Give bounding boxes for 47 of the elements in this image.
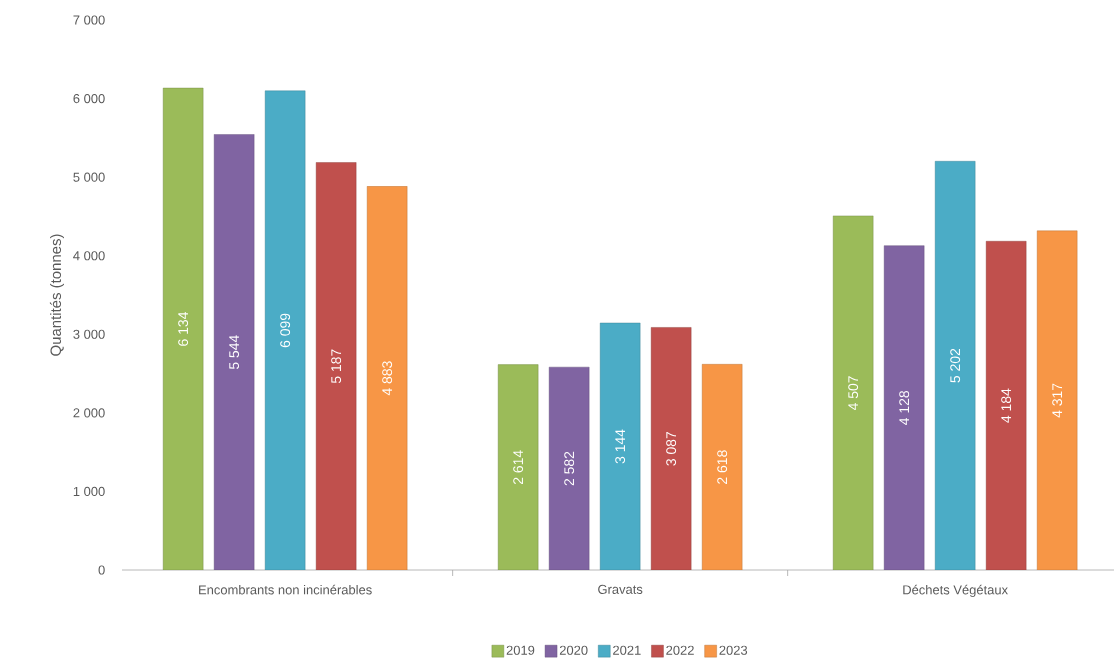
legend-label: 2019 — [506, 645, 535, 655]
bar — [1036, 230, 1078, 570]
bar — [934, 161, 976, 570]
data-label: 4 128 — [899, 391, 910, 425]
y-tick-label: 6 000 — [73, 93, 105, 104]
y-tick-label: 1 000 — [73, 486, 105, 497]
y-tick-label: 2 000 — [73, 408, 105, 418]
legend-label: 2020 — [559, 645, 588, 655]
bar — [650, 327, 692, 570]
data-label: 5 187 — [331, 349, 342, 384]
bar — [883, 245, 925, 570]
data-label: 3 144 — [615, 429, 626, 464]
y-tick-label: 0 — [98, 565, 105, 575]
legend-label: 2022 — [666, 645, 694, 655]
data-label: 2 618 — [717, 450, 728, 484]
legend-label: 2023 — [719, 645, 748, 655]
bar — [162, 87, 204, 570]
bar — [315, 162, 357, 570]
bar — [366, 186, 408, 570]
y-tick-label: 4 000 — [73, 251, 105, 261]
data-label: 4 883 — [382, 361, 393, 396]
data-label: 6 134 — [178, 312, 189, 346]
bar — [832, 215, 874, 570]
bar — [213, 134, 255, 570]
x-tick-label: Encombrants non incinérables — [199, 584, 372, 595]
x-tick-label: Déchets Végétaux — [903, 584, 1008, 597]
data-label: 5 202 — [950, 348, 961, 383]
y-tick-label: 5 000 — [73, 172, 105, 182]
data-label: 3 087 — [666, 431, 677, 466]
bar — [599, 322, 641, 570]
data-label: 2 614 — [513, 450, 524, 485]
data-label: 5 544 — [229, 335, 240, 370]
bar — [701, 364, 743, 570]
y-axis-title: Quantités (tonnes) — [49, 234, 64, 356]
data-label: 4 317 — [1052, 383, 1063, 418]
bar — [497, 364, 539, 570]
bar — [548, 366, 590, 570]
data-label: 4 184 — [1001, 388, 1012, 423]
x-tick-label: Gravats — [598, 584, 643, 594]
data-label: 2 582 — [564, 451, 575, 486]
data-label: 4 507 — [848, 376, 859, 411]
y-tick-label: 3 000 — [73, 329, 105, 339]
bar — [264, 90, 306, 570]
bar — [985, 241, 1027, 570]
legend-label: 2021 — [613, 645, 641, 655]
data-label: 6 099 — [280, 313, 291, 348]
y-tick-label: 7 000 — [73, 15, 105, 25]
